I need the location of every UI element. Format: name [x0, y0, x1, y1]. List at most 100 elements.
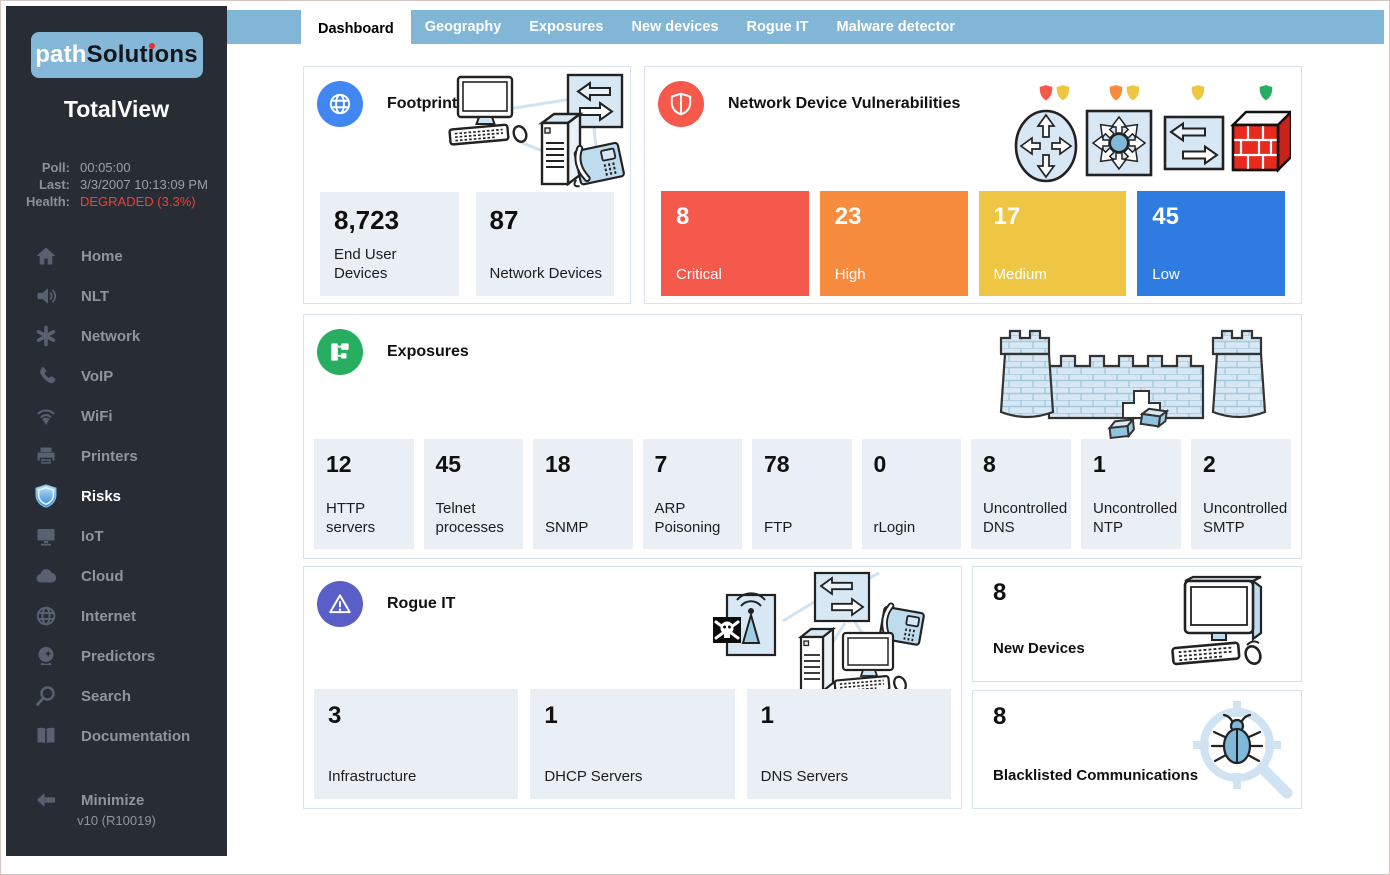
sidebar: path Solut i ons TotalView Poll: 00:05:00 L…	[6, 6, 227, 856]
new-devices-value: 8	[993, 579, 1007, 606]
blacklisted-value: 8	[993, 703, 1007, 730]
new-devices-label: New Devices	[993, 640, 1085, 657]
poll-status-panel: Poll: 00:05:00 Last: 3/3/2007 10:13:09 P…	[18, 159, 227, 210]
sidebar-item-label: Home	[81, 247, 123, 265]
sidebar-item-internet[interactable]: Internet	[6, 596, 227, 636]
card-title: Rogue IT	[387, 595, 456, 612]
tab-geography[interactable]: Geography	[424, 19, 502, 35]
cloud-icon	[33, 563, 59, 589]
network-icon	[33, 323, 59, 349]
stat-snmp[interactable]: 18 SNMP	[533, 439, 633, 549]
stat-end-user-devices[interactable]: 8,723 End User Devices	[320, 192, 459, 296]
sidebar-item-predictors[interactable]: Predictors	[6, 636, 227, 676]
stat-dhcp-servers[interactable]: 1 DHCP Servers	[530, 689, 735, 799]
stat-network-devices[interactable]: 87 Network Devices	[475, 192, 614, 296]
stat-high[interactable]: 23 High	[819, 191, 968, 296]
printer-icon	[33, 443, 59, 469]
stat-arp-poisoning[interactable]: 7 ARP Poisoning	[642, 439, 742, 549]
pathsolutions-logo: path Solut i ons	[30, 32, 203, 78]
tab-new-devices[interactable]: New devices	[631, 19, 719, 35]
sidebar-item-nlt[interactable]: NLT	[6, 276, 227, 316]
monitor-icon	[33, 523, 59, 549]
stat-http-servers[interactable]: 12 HTTP servers	[314, 439, 414, 549]
sidebar-item-label: IoT	[81, 527, 104, 545]
rogue-it-illustration	[713, 571, 925, 696]
footprint-illustration	[448, 73, 625, 188]
health-label: Health:	[25, 194, 70, 209]
shield-icon	[33, 483, 59, 509]
sidebar-item-documentation[interactable]: Documentation	[6, 716, 227, 756]
stat-telnet-processes[interactable]: 45 Telnet processes	[423, 439, 523, 549]
last-value: 3/3/2007 10:13:09 PM	[80, 177, 208, 192]
tab-bar: Dashboard Geography Exposures New device…	[227, 10, 1384, 48]
crystal-ball-icon	[33, 643, 59, 669]
sidebar-item-label: Network	[81, 327, 141, 345]
poll-label: Poll:	[41, 160, 70, 175]
sidebar-menu: Home NLT Network VoIP WiFi Printers	[6, 236, 227, 820]
vulnerability-stats: 8 Critical 23 High 17 Medium 45 Low	[661, 191, 1285, 296]
blacklisted-label: Blacklisted Communications	[993, 767, 1199, 784]
stat-uncontrolled-dns[interactable]: 8 Uncontrolled DNS	[971, 439, 1071, 549]
card-title: Footprint	[387, 95, 458, 112]
globe-icon	[33, 603, 59, 629]
blacklisted-communications-card[interactable]: 8 Blacklisted Communications	[972, 690, 1302, 809]
poll-value: 00:05:00	[80, 160, 131, 175]
stat-critical[interactable]: 8 Critical	[661, 191, 809, 296]
tab-malware-detector[interactable]: Malware detector	[836, 19, 956, 35]
stat-ftp[interactable]: 78 FTP	[752, 439, 852, 549]
tab-exposures[interactable]: Exposures	[529, 19, 604, 35]
wifi-icon	[33, 403, 59, 429]
tab-dashboard[interactable]: Dashboard	[301, 10, 411, 48]
stat-uncontrolled-ntp[interactable]: 1 Uncontrolled NTP	[1081, 439, 1181, 549]
card-title: Network Device Vulnerabilities	[728, 95, 961, 112]
tab-rogue-it[interactable]: Rogue IT	[746, 19, 809, 35]
card-title: Exposures	[387, 343, 469, 360]
sidebar-item-label: Printers	[81, 447, 138, 465]
stat-rlogin[interactable]: 0 rLogin	[861, 439, 961, 549]
stat-dns-servers[interactable]: 1 DNS Servers	[746, 689, 951, 799]
sidebar-item-label: NLT	[81, 287, 110, 305]
footprint-stats: 8,723 End User Devices 87 Network Device…	[320, 192, 614, 296]
exposures-card: Exposures	[303, 314, 1302, 559]
sidebar-minimize[interactable]: Minimize	[6, 780, 227, 820]
sidebar-item-search[interactable]: Search	[6, 676, 227, 716]
sidebar-item-voip[interactable]: VoIP	[6, 356, 227, 396]
sidebar-item-wifi[interactable]: WiFi	[6, 396, 227, 436]
search-icon	[33, 683, 59, 709]
sitemap-badge-icon	[317, 329, 363, 375]
sidebar-item-label: WiFi	[81, 407, 113, 425]
shield-badge-icon	[658, 81, 704, 127]
logo-text: path	[35, 41, 87, 68]
arrow-left-icon	[33, 787, 59, 813]
rogue-it-card: Rogue IT	[303, 566, 962, 809]
book-icon	[33, 723, 59, 749]
sidebar-item-printers[interactable]: Printers	[6, 436, 227, 476]
stat-low[interactable]: 45 Low	[1137, 191, 1285, 296]
stat-uncontrolled-smtp[interactable]: 2 Uncontrolled SMTP	[1191, 439, 1291, 549]
sidebar-item-home[interactable]: Home	[6, 236, 227, 276]
footprint-card: Footprint	[303, 66, 631, 304]
stat-medium[interactable]: 17 Medium	[978, 191, 1127, 296]
phone-icon	[33, 363, 59, 389]
sidebar-item-risks[interactable]: Risks	[6, 476, 227, 516]
sidebar-minimize-label: Minimize	[81, 791, 145, 809]
new-devices-card[interactable]: 8 New Devices	[972, 566, 1302, 682]
product-title: TotalView	[63, 96, 170, 122]
version-text: v10 (R10019)	[77, 813, 156, 828]
home-icon	[33, 243, 59, 269]
vulnerability-devices-illustration	[1014, 85, 1291, 183]
globe-badge-icon	[317, 81, 363, 127]
health-value: DEGRADED (3.3%)	[80, 194, 196, 209]
bug-scan-illustration	[1193, 701, 1293, 799]
sidebar-item-iot[interactable]: IoT	[6, 516, 227, 556]
sidebar-item-network[interactable]: Network	[6, 316, 227, 356]
sidebar-item-label: Documentation	[81, 727, 191, 745]
stat-infrastructure[interactable]: 3 Infrastructure	[314, 689, 519, 799]
sidebar-item-label: Risks	[81, 487, 122, 505]
sidebar-item-label: VoIP	[81, 367, 114, 385]
sidebar-item-cloud[interactable]: Cloud	[6, 556, 227, 596]
castle-illustration	[999, 329, 1267, 440]
exposures-stats: 12 HTTP servers 45 Telnet processes 18 S…	[314, 439, 1291, 549]
sidebar-item-label: Search	[81, 687, 132, 705]
